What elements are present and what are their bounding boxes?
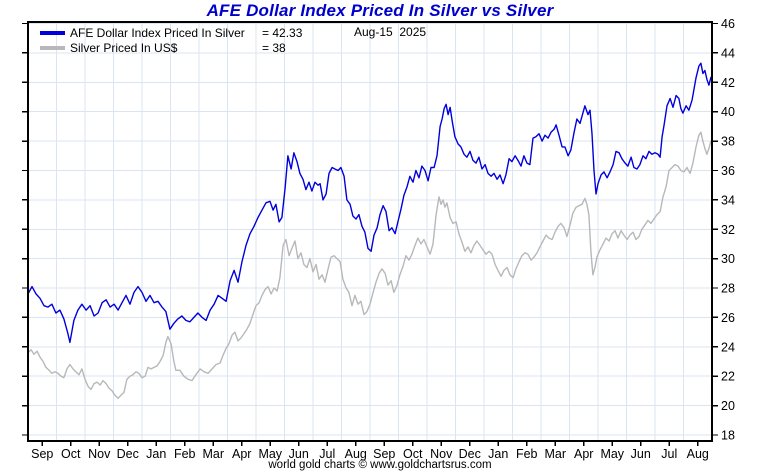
afe-line-swatch-icon xyxy=(40,31,65,35)
y-tick-label: 22 xyxy=(721,370,735,384)
x-tick-label: Oct xyxy=(403,447,423,461)
x-tick-label: Nov xyxy=(430,447,453,461)
y-tick-label: 18 xyxy=(721,429,735,443)
y-tick-label: 42 xyxy=(721,76,735,90)
x-tick-label: Dec xyxy=(117,447,139,461)
x-tick-label: Aug xyxy=(687,447,709,461)
legend-label-silver: Silver Priced In US$ xyxy=(70,41,178,55)
x-tick-label: Jul xyxy=(661,447,677,461)
x-tick-label: May xyxy=(600,447,624,461)
x-tick-label: Feb xyxy=(516,447,538,461)
x-tick-label: Apr xyxy=(232,447,251,461)
legend-value-silver: = 38 xyxy=(262,41,286,55)
x-tick-label: Jan xyxy=(146,447,166,461)
x-tick-label: Apr xyxy=(574,447,593,461)
as-of-date-label: Aug-15 2025 xyxy=(354,25,427,39)
plot-border xyxy=(27,21,713,442)
page-title: AFE Dollar Index Priced In Silver vs Sil… xyxy=(206,1,554,20)
y-tick-label: 28 xyxy=(721,282,735,296)
footer-credit: world gold charts © www.goldchartsrus.co… xyxy=(268,459,492,471)
legend-value-afe: = 42.33 xyxy=(262,26,303,40)
silver-line-swatch-icon xyxy=(40,46,65,50)
x-tick-label: Jun xyxy=(289,447,309,461)
series-afe-dollar-index-in-silver xyxy=(27,62,712,344)
x-tick-label: Sep xyxy=(31,447,53,461)
x-tick-label: Dec xyxy=(459,447,481,461)
x-tick-label: Feb xyxy=(174,447,196,461)
x-tick-label: Mar xyxy=(544,447,566,461)
y-tick-label: 40 xyxy=(721,105,735,119)
x-tick-label: Jul xyxy=(319,447,335,461)
y-tick-label: 30 xyxy=(721,252,735,266)
y-tick-label: 34 xyxy=(721,193,735,207)
x-tick-label: Sep xyxy=(373,447,395,461)
x-tick-label: Aug xyxy=(345,447,367,461)
x-tick-label: Jun xyxy=(631,447,651,461)
x-tick-label: May xyxy=(258,447,282,461)
legend-label-afe: AFE Dollar Index Priced In Silver xyxy=(70,26,245,40)
y-tick-label: 38 xyxy=(721,135,735,149)
y-tick-label: 24 xyxy=(721,340,735,354)
y-tick-label: 26 xyxy=(721,311,735,325)
y-tick-label: 20 xyxy=(721,399,735,413)
x-tick-label: Mar xyxy=(202,447,224,461)
x-tick-label: Oct xyxy=(61,447,81,461)
x-tick-label: Jan xyxy=(488,447,508,461)
series-silver-priced-in-usd xyxy=(27,131,712,399)
x-tick-label: Nov xyxy=(88,447,111,461)
y-tick-label: 36 xyxy=(721,164,735,178)
y-tick-label: 44 xyxy=(721,46,735,60)
y-tick-label: 46 xyxy=(721,17,735,31)
y-tick-label: 32 xyxy=(721,223,735,237)
